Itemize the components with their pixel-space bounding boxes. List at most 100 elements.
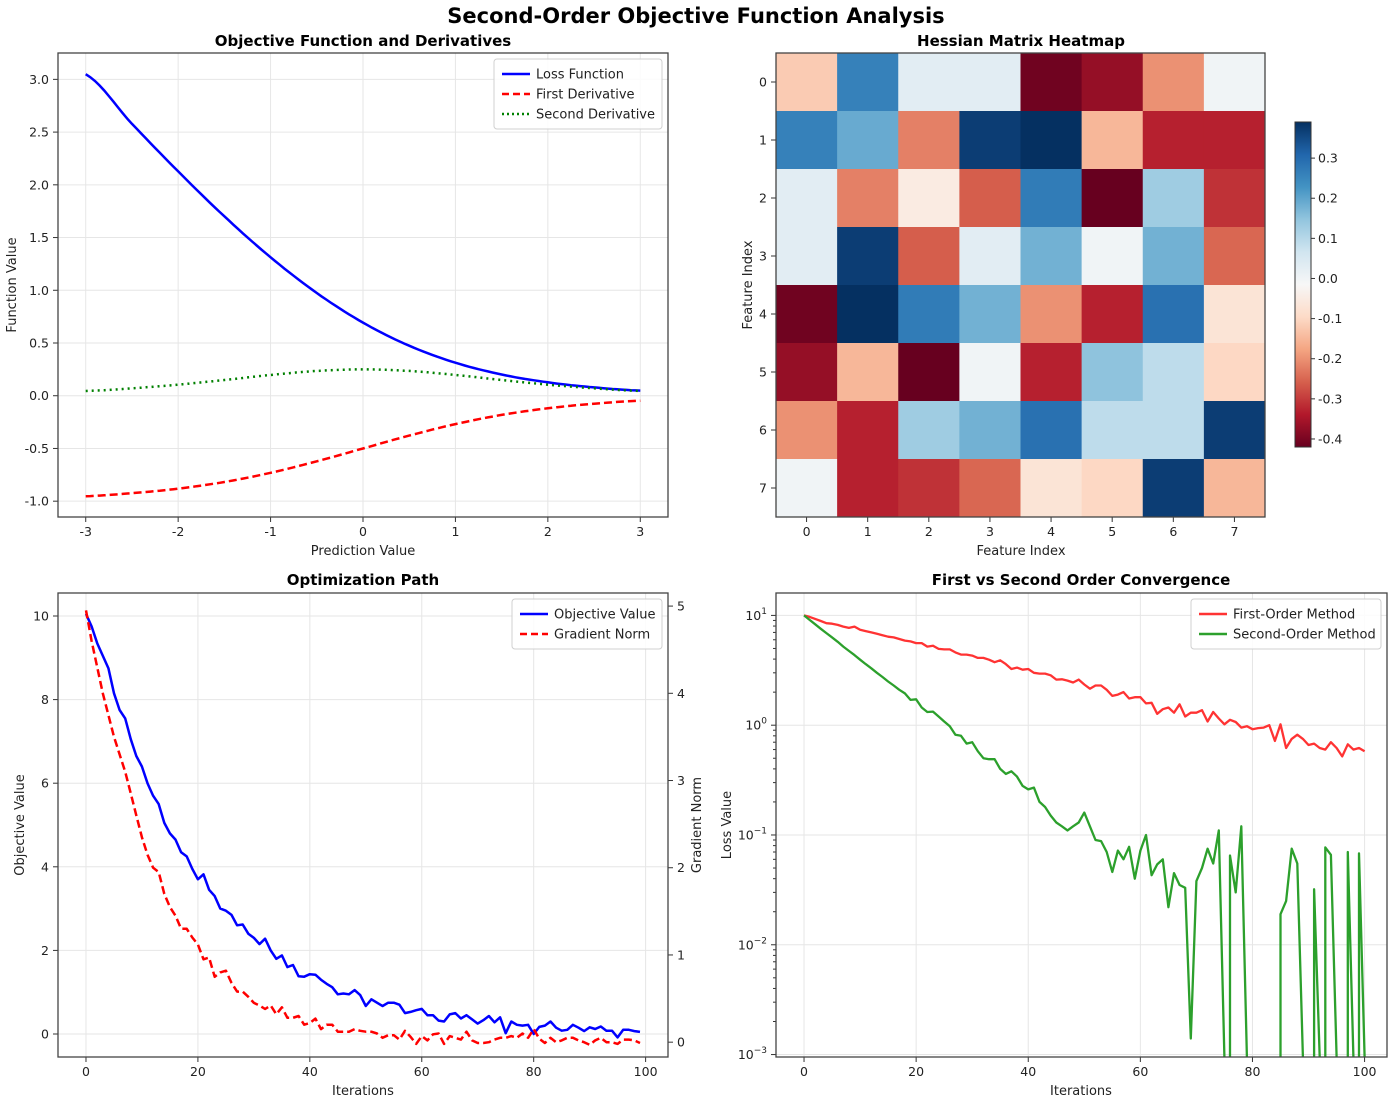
x-tick-label: 0 bbox=[82, 1064, 90, 1079]
x-tick-label: -2 bbox=[172, 524, 184, 539]
heatmap-cell bbox=[898, 459, 960, 518]
series-line-gradient-norm bbox=[84, 610, 641, 1047]
heatmap-cell bbox=[776, 285, 838, 344]
y-axis-label: Function Value bbox=[5, 237, 20, 332]
y-tick-label: 1.5 bbox=[29, 230, 49, 245]
y-axis-label-objective: Objective Value bbox=[13, 774, 28, 875]
legend: Objective Value Gradient Norm bbox=[511, 598, 663, 650]
colorbar-tick-label: -0.1 bbox=[1318, 311, 1342, 326]
x-tick-label: 100 bbox=[1353, 1064, 1377, 1079]
y-tick-label: 4 bbox=[41, 859, 49, 874]
heatmap-cell bbox=[1020, 459, 1083, 518]
legend-label: First-Order Method bbox=[1233, 608, 1355, 623]
heatmap-cell bbox=[1020, 111, 1083, 170]
heatmap-cell bbox=[837, 343, 899, 402]
y-tick-label: 2.0 bbox=[29, 177, 49, 192]
legend-item-objective-value: Objective Value bbox=[520, 608, 655, 623]
heatmap-cell bbox=[1142, 285, 1205, 344]
heatmap-cell bbox=[959, 285, 1021, 344]
legend-item-first-derivative: First Derivative bbox=[502, 88, 635, 103]
y2-tick-label: 1 bbox=[677, 947, 685, 962]
colorbar-tick-label: -0.3 bbox=[1318, 391, 1342, 406]
y-tick-label: 10−3 bbox=[738, 1046, 767, 1062]
x-tick-label: 40 bbox=[302, 1064, 318, 1079]
legend-label: First Derivative bbox=[536, 88, 635, 103]
y-tick-label: 0 bbox=[41, 1027, 49, 1042]
heatmap-cell bbox=[1081, 169, 1144, 228]
heatmap-cell bbox=[898, 111, 960, 170]
legend-item-second-derivative: Second Derivative bbox=[502, 108, 655, 123]
axes-frame bbox=[57, 592, 669, 1058]
x-tick-label: 1 bbox=[864, 524, 872, 539]
heatmap-cell bbox=[1081, 343, 1144, 402]
y-tick-label: 8 bbox=[41, 692, 49, 707]
heatmap-cell bbox=[959, 111, 1021, 170]
y-tick-label: 5 bbox=[759, 365, 767, 380]
heatmap-cell bbox=[898, 169, 960, 228]
legend-label: Loss Function bbox=[536, 68, 624, 83]
colorbar-tick-label: 0.2 bbox=[1318, 191, 1338, 206]
heatmap-cell bbox=[1142, 401, 1205, 460]
y-tick-label: 2 bbox=[41, 943, 49, 958]
y-tick-label: 7 bbox=[759, 481, 767, 496]
y-tick-label: 10 bbox=[33, 608, 49, 623]
series-line-second-order-method bbox=[803, 614, 1366, 1058]
y-tick-label: -0.5 bbox=[25, 441, 49, 456]
legend-box bbox=[1190, 598, 1382, 650]
heatmap-cell bbox=[1020, 401, 1083, 460]
axes: -3 -2 -1 0 1 2 3 -1.0 -0.5 0.0 0.5 1.0 1.5 2.0 2.5 3.0 L… bbox=[25, 52, 669, 539]
y2-tick-label: 2 bbox=[677, 860, 685, 875]
heatmap-cell bbox=[1203, 53, 1266, 112]
y-tick-label: 2.5 bbox=[29, 125, 49, 140]
y-tick-label: 6 bbox=[759, 423, 767, 438]
heatmap-cell bbox=[1081, 111, 1144, 170]
heatmap-cell bbox=[1203, 343, 1266, 402]
x-tick-label: -1 bbox=[264, 524, 276, 539]
panel-optimization-path: Optimization Path Iterations Objective V… bbox=[13, 571, 705, 1099]
x-tick-label: 20 bbox=[908, 1064, 924, 1079]
y2-tick-label: 5 bbox=[677, 599, 685, 614]
x-axis-label: Iterations bbox=[1050, 1084, 1112, 1099]
panel-title: Objective Function and Derivatives bbox=[215, 32, 512, 50]
colorbar-tick-label: 0.3 bbox=[1318, 151, 1338, 166]
heatmap-cell bbox=[1020, 343, 1083, 402]
panel-title: First vs Second Order Convergence bbox=[932, 571, 1231, 589]
legend-item-gradient-norm: Gradient Norm bbox=[520, 628, 650, 643]
axes: 0 20 40 60 80 100 10−3 10−2 10−1 100 101 First-Orde… bbox=[738, 592, 1388, 1079]
heatmap-cell bbox=[776, 343, 838, 402]
axes-frame bbox=[775, 592, 1388, 1058]
x-tick-label: 2 bbox=[544, 524, 552, 539]
x-tick-label: 0 bbox=[359, 524, 367, 539]
x-tick-label: 2 bbox=[925, 524, 933, 539]
legend-item-second-order-method: Second-Order Method bbox=[1199, 628, 1376, 643]
legend-item-first-order-method: First-Order Method bbox=[1199, 608, 1355, 623]
x-tick-label: 6 bbox=[1169, 524, 1177, 539]
y-tick-label: 1 bbox=[759, 133, 767, 148]
series-line-first-order-method bbox=[803, 614, 1366, 758]
panel-hessian-heatmap: Hessian Matrix Heatmap Feature Index Fea… bbox=[741, 32, 1342, 559]
legend-box bbox=[493, 58, 663, 130]
y-tick-label: 4 bbox=[759, 307, 767, 322]
heatmap-cell bbox=[1020, 285, 1083, 344]
heatmap-cell bbox=[1203, 285, 1266, 344]
heatmap-cell bbox=[1203, 227, 1266, 286]
y-tick-label: 3.0 bbox=[29, 72, 49, 87]
y-tick-label: 6 bbox=[41, 776, 49, 791]
x-tick-label: 0 bbox=[803, 524, 811, 539]
y-tick-label: 2 bbox=[759, 191, 767, 206]
heatmap-cell bbox=[776, 401, 838, 460]
legend-box bbox=[511, 598, 663, 650]
y-tick-label: -1.0 bbox=[25, 494, 49, 509]
series-line-first-derivative bbox=[85, 399, 641, 498]
heatmap-cell bbox=[959, 459, 1021, 518]
legend-item-loss-function: Loss Function bbox=[502, 68, 624, 83]
heatmap-cell bbox=[959, 227, 1021, 286]
panel-title: Optimization Path bbox=[287, 571, 440, 589]
y2-tick-label: 0 bbox=[677, 1035, 685, 1050]
x-axis-label: Prediction Value bbox=[311, 544, 415, 559]
heatmap-cell bbox=[1142, 227, 1205, 286]
axes-frame bbox=[57, 52, 669, 518]
heatmap-cell bbox=[1203, 401, 1266, 460]
heatmap-cell bbox=[1203, 459, 1266, 518]
